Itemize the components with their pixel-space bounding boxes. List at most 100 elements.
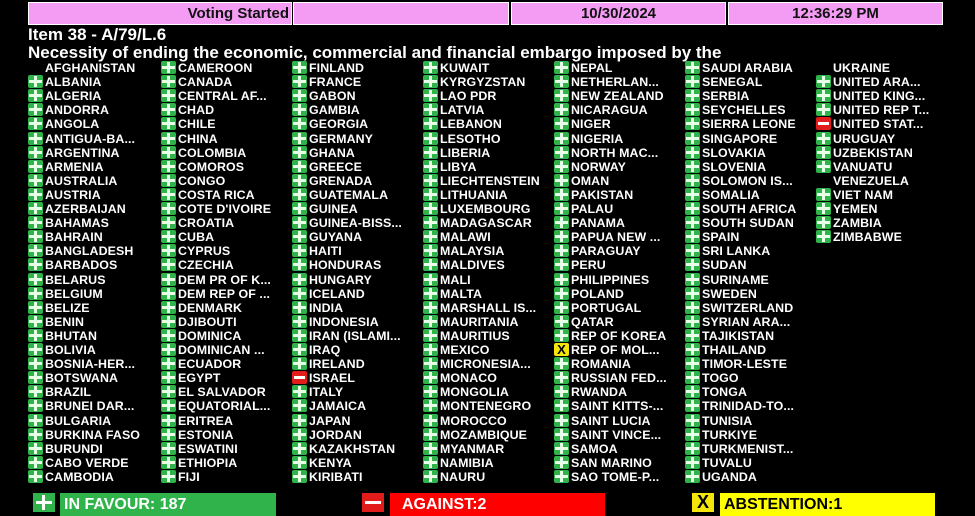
yes-vote-icon (554, 413, 569, 427)
yes-vote-icon (685, 371, 700, 385)
yes-vote-icon (554, 328, 569, 342)
country-name: SWITZERLAND (702, 300, 794, 315)
country-name: MALTA (440, 286, 483, 301)
yes-vote-icon (423, 399, 438, 413)
country-name: CENTRAL AF... (178, 89, 267, 104)
country-name: SOUTH SUDAN (702, 216, 794, 231)
country-name: PARAGUAY (571, 244, 641, 259)
yes-vote-icon (161, 413, 176, 427)
country-name: NIGERIA (571, 131, 624, 146)
yes-vote-icon (554, 371, 569, 385)
yes-vote-icon (685, 286, 700, 300)
country-name: BOTSWANA (45, 371, 119, 386)
country-name: ETHIOPIA (178, 455, 238, 470)
country-name: NEPAL (571, 61, 613, 75)
country-name: BELGIUM (45, 286, 103, 301)
yes-vote-icon (28, 75, 43, 89)
country-name: ICELAND (309, 286, 365, 301)
country-name: NETHERLAN... (571, 75, 659, 90)
country-name: SURINAME (702, 272, 769, 287)
yes-vote-icon (554, 258, 569, 272)
country-name: UNITED REP T... (833, 103, 930, 118)
country-name: LATVIA (440, 103, 485, 118)
yes-vote-icon (685, 328, 700, 342)
yes-vote-icon (28, 244, 43, 258)
yes-vote-icon (685, 145, 700, 159)
yes-vote-icon (423, 300, 438, 314)
yes-vote-icon (554, 314, 569, 328)
yes-vote-icon (28, 159, 43, 173)
country-name: MONTENEGRO (440, 399, 532, 414)
yes-vote-icon (161, 173, 176, 187)
yes-vote-icon (685, 441, 700, 455)
country-name: GABON (309, 89, 356, 104)
country-name: CHINA (178, 131, 218, 146)
yes-vote-icon (28, 314, 43, 328)
country-name: LUXEMBOURG (440, 202, 531, 216)
country-name: QATAR (571, 314, 614, 329)
yes-vote-icon (28, 202, 43, 215)
yes-vote-icon (292, 230, 307, 244)
yes-vote-icon (554, 131, 569, 145)
yes-vote-icon (161, 159, 176, 173)
country-name: ZIMBABWE (833, 230, 902, 245)
yes-vote-icon (685, 258, 700, 272)
yes-vote-icon (554, 145, 569, 159)
country-name: AZERBAIJAN (45, 202, 126, 216)
country-name: TUVALU (702, 455, 752, 470)
yes-vote-icon (685, 314, 700, 328)
country-name: COSTA RICA (178, 187, 255, 202)
yes-vote-icon (685, 230, 700, 244)
yes-vote-icon (292, 117, 307, 131)
yes-vote-icon (28, 399, 43, 413)
country-name: ALGERIA (45, 89, 102, 104)
yes-vote-icon (685, 244, 700, 258)
country-name: ANTIGUA-BA... (45, 131, 136, 146)
yes-vote-icon (292, 131, 307, 145)
yes-vote-icon (423, 61, 438, 74)
country-name: VIET NAM (833, 187, 894, 202)
country-name: DEM PR OF K... (178, 272, 271, 287)
yes-vote-icon (554, 173, 569, 187)
country-name: RWANDA (571, 385, 628, 400)
country-name: OMAN (571, 173, 610, 188)
yes-vote-icon (685, 89, 700, 103)
yes-vote-icon (423, 202, 438, 215)
country-name: GUYANA (309, 230, 363, 245)
yes-vote-icon (161, 343, 176, 356)
yes-vote-icon (423, 272, 438, 286)
yes-vote-icon (816, 89, 831, 103)
yes-vote-icon (292, 173, 307, 187)
yes-vote-icon (161, 202, 176, 215)
yes-vote-icon (685, 103, 700, 117)
country-name: LIBYA (440, 159, 477, 174)
yes-vote-icon (816, 131, 831, 145)
yes-vote-icon (161, 89, 176, 103)
yes-vote-icon (292, 314, 307, 328)
yes-vote-icon (161, 216, 176, 230)
yes-vote-icon (292, 385, 307, 399)
country-name: UNITED KING... (833, 89, 926, 104)
yes-vote-icon (423, 343, 438, 356)
yes-vote-icon (28, 441, 43, 455)
country-name: URUGUAY (833, 131, 896, 146)
no-vote-icon (816, 117, 831, 131)
country-name: SOLOMON IS... (702, 173, 793, 188)
country-name: COTE D'IVOIRE (178, 202, 272, 216)
country-name: REP OF MOL... (571, 343, 660, 357)
yes-vote-icon (423, 230, 438, 244)
country-name: GAMBIA (309, 103, 360, 118)
yes-vote-icon (28, 455, 43, 469)
yes-vote-icon (816, 216, 831, 230)
country-name: COMOROS (178, 159, 245, 174)
abstention-icon: X (692, 493, 714, 512)
yes-vote-icon (28, 187, 43, 201)
country-name: KAZAKHSTAN (309, 441, 396, 456)
against-total: AGAINST:2 (390, 493, 605, 516)
yes-vote-icon (292, 187, 307, 201)
country-name: ERITREA (178, 413, 234, 428)
country-name: BURKINA FASO (45, 427, 141, 442)
yes-vote-icon (423, 413, 438, 427)
country-name: SERBIA (702, 89, 750, 104)
country-name: CROATIA (178, 216, 235, 231)
